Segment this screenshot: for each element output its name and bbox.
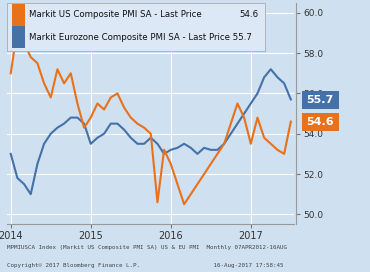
Text: Markit US Composite PMI SA - Last Price: Markit US Composite PMI SA - Last Price: [29, 10, 202, 19]
FancyBboxPatch shape: [12, 26, 26, 48]
Text: 54.6: 54.6: [306, 117, 334, 127]
FancyBboxPatch shape: [7, 3, 266, 51]
Text: Markit Eurozone Composite PMI SA - Last Price 55.7: Markit Eurozone Composite PMI SA - Last …: [29, 33, 252, 42]
Text: Copyright© 2017 Bloomberg Finance L.P.                     16-Aug-2017 17:58:45: Copyright© 2017 Bloomberg Finance L.P. 1…: [7, 262, 284, 268]
Text: MPMIUSCA Index (Markit US Composite PMI SA) US & EU PMI  Monthly 07APR2012-16AUG: MPMIUSCA Index (Markit US Composite PMI …: [7, 245, 287, 250]
Text: 54.6: 54.6: [239, 10, 258, 19]
FancyBboxPatch shape: [12, 4, 26, 26]
Text: 55.7: 55.7: [306, 95, 334, 105]
